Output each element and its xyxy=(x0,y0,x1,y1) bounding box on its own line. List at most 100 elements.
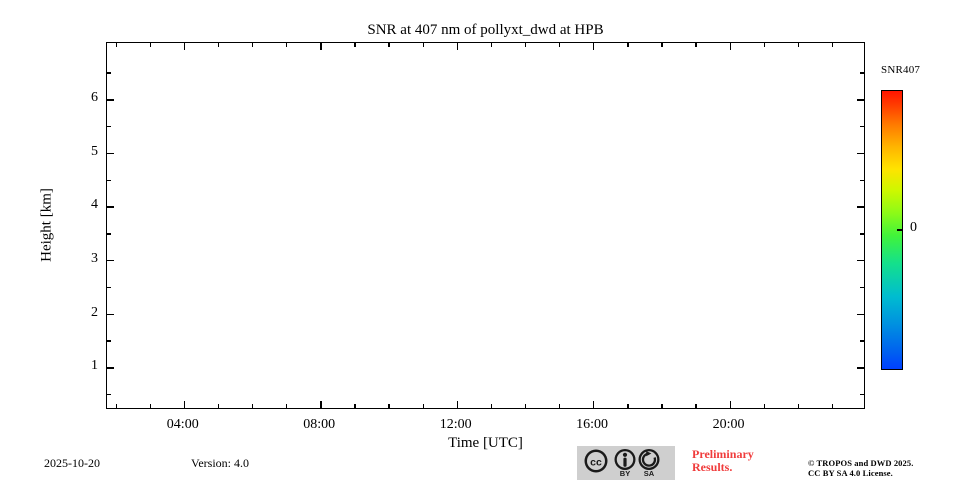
x-major-tick-top xyxy=(183,43,186,50)
colorbar-tick xyxy=(897,229,903,231)
x-minor-tick-top xyxy=(354,43,356,47)
x-major-tick xyxy=(729,401,731,408)
colorbar xyxy=(881,90,903,370)
x-minor-tick xyxy=(217,404,220,408)
y-minor-tick-right xyxy=(860,72,864,74)
y-major-tick-right xyxy=(857,152,864,155)
colorbar-title: SNR407 xyxy=(881,64,921,76)
x-major-tick xyxy=(183,401,186,408)
x-tick-label: 16:00 xyxy=(576,417,609,432)
x-minor-tick xyxy=(251,404,254,408)
x-minor-tick xyxy=(354,404,356,408)
y-minor-tick xyxy=(107,179,111,181)
x-minor-tick xyxy=(524,404,527,408)
y-minor-tick xyxy=(107,340,111,342)
cc-by-sa-icon: cc BY SA xyxy=(577,446,675,480)
y-tick-label: 5 xyxy=(91,143,98,159)
x-minor-tick xyxy=(286,404,288,408)
y-minor-tick xyxy=(107,393,111,396)
x-minor-tick-top xyxy=(149,43,152,47)
x-minor-tick xyxy=(661,404,663,408)
y-major-tick xyxy=(107,259,114,262)
x-minor-tick-top xyxy=(763,43,766,47)
x-minor-tick xyxy=(763,404,766,408)
y-axis-label: Height [km] xyxy=(38,188,55,262)
colorbar-tick-label: 0 xyxy=(910,220,917,236)
x-major-tick-top xyxy=(320,43,322,50)
x-minor-tick-top xyxy=(388,43,390,47)
y-major-tick xyxy=(107,313,114,315)
copyright-line-1: © TROPOS and DWD 2025. xyxy=(808,458,914,468)
x-minor-tick xyxy=(797,404,800,408)
x-minor-tick-top xyxy=(422,43,424,47)
x-minor-tick-top xyxy=(831,43,834,47)
y-major-tick-right xyxy=(857,313,864,315)
x-minor-tick-top xyxy=(661,43,663,47)
y-major-tick-right xyxy=(857,259,864,262)
y-major-tick-right xyxy=(857,206,864,208)
x-minor-tick-top xyxy=(217,43,220,47)
x-minor-tick xyxy=(388,404,390,408)
y-tick-label: 1 xyxy=(91,358,98,374)
y-minor-tick xyxy=(107,233,111,235)
copyright-line-2: CC BY SA 4.0 License. xyxy=(808,468,893,478)
x-minor-tick xyxy=(831,404,834,408)
x-minor-tick-top xyxy=(695,43,697,47)
x-minor-tick xyxy=(422,404,424,408)
footer-version: Version: 4.0 xyxy=(191,456,249,470)
x-minor-tick xyxy=(558,404,561,408)
x-tick-label: 20:00 xyxy=(712,417,745,432)
x-tick-label: 04:00 xyxy=(166,417,199,432)
x-minor-tick xyxy=(695,404,697,408)
preliminary-line-1: Preliminary xyxy=(692,447,754,461)
x-minor-tick xyxy=(490,404,493,408)
x-minor-tick xyxy=(627,404,629,408)
x-tick-label: 08:00 xyxy=(303,417,336,432)
copyright-notice: © TROPOS and DWD 2025. CC BY SA 4.0 Lice… xyxy=(808,458,913,478)
x-minor-tick-top xyxy=(627,43,629,47)
y-minor-tick-right xyxy=(860,179,864,181)
x-minor-tick-top xyxy=(286,43,288,47)
footer-date: 2025-10-20 xyxy=(44,456,100,470)
y-minor-tick xyxy=(107,286,111,289)
y-major-tick-right xyxy=(857,367,864,369)
x-minor-tick-top xyxy=(490,43,493,47)
y-major-tick xyxy=(107,367,114,369)
x-axis-label: Time [UTC] xyxy=(448,435,523,451)
x-major-tick xyxy=(593,401,595,408)
x-minor-tick-top xyxy=(558,43,561,47)
x-major-tick xyxy=(456,401,459,408)
cc-by-sa-badge[interactable]: cc BY SA xyxy=(577,446,675,480)
y-major-tick xyxy=(107,152,114,155)
x-major-tick-top xyxy=(593,43,595,50)
x-minor-tick-top xyxy=(251,43,254,47)
cc-sa-label: SA xyxy=(644,469,655,478)
plot-area[interactable] xyxy=(106,42,865,409)
preliminary-line-2: Results. xyxy=(692,460,733,474)
y-minor-tick-right xyxy=(860,393,864,396)
svg-text:cc: cc xyxy=(590,457,602,469)
x-minor-tick xyxy=(115,404,117,408)
y-tick-label: 2 xyxy=(91,304,98,320)
x-tick-label: 12:00 xyxy=(439,417,472,432)
y-minor-tick-right xyxy=(860,286,864,289)
heatmap-canvas xyxy=(107,43,864,408)
y-major-tick-right xyxy=(857,99,864,101)
preliminary-results-notice: Preliminary Results. xyxy=(692,448,754,474)
x-minor-tick-top xyxy=(797,43,800,47)
y-minor-tick-right xyxy=(860,340,864,342)
cc-by-label: BY xyxy=(620,469,630,478)
y-tick-label: 6 xyxy=(91,90,98,106)
x-minor-tick-top xyxy=(524,43,527,47)
y-minor-tick xyxy=(107,126,111,128)
y-minor-tick xyxy=(107,72,111,74)
y-tick-label: 4 xyxy=(91,197,98,213)
y-minor-tick-right xyxy=(860,233,864,235)
y-tick-label: 3 xyxy=(91,250,98,266)
y-major-tick xyxy=(107,99,114,101)
x-major-tick xyxy=(320,401,322,408)
y-major-tick xyxy=(107,206,114,208)
x-major-tick-top xyxy=(729,43,731,50)
x-major-tick-top xyxy=(456,43,459,50)
